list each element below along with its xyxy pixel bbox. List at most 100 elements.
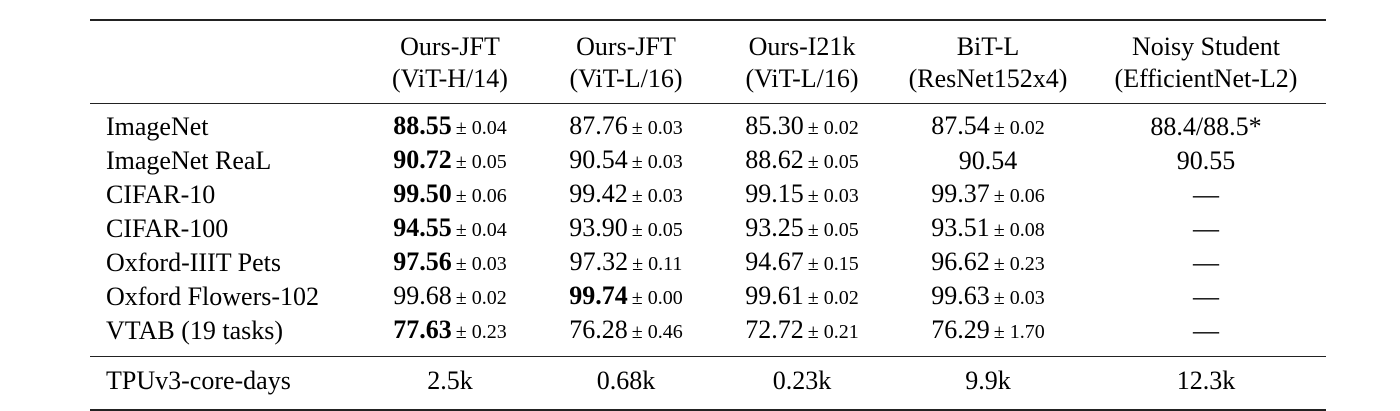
- header-col-1-line1: Ours-JFT: [400, 32, 500, 61]
- std-dev: ± 0.04: [455, 117, 507, 139]
- std-dev: ± 0.05: [455, 151, 507, 173]
- cell-value: —: [1193, 316, 1219, 345]
- cell-value: 87.54: [931, 111, 990, 140]
- row-label: VTAB (19 tasks): [106, 316, 284, 345]
- std-dev: ± 0.06: [993, 185, 1045, 207]
- table-cell: 97.56 ± 0.03: [362, 246, 538, 280]
- cell-value: 99.61: [745, 281, 804, 310]
- table-cell: 72.72 ± 0.21: [714, 314, 890, 357]
- cell-value: 94.67: [745, 247, 804, 276]
- table-cell: 76.28 ± 0.46: [538, 314, 714, 357]
- table-cell: 90.54 ± 0.03: [538, 144, 714, 178]
- cell-value: —: [1193, 214, 1219, 243]
- table-cell: 88.55 ± 0.04: [362, 104, 538, 145]
- table-row: ImageNet ReaL 90.72 ± 0.05 90.54 ± 0.03 88.62…: [90, 144, 1326, 178]
- cell-value: 93.90: [569, 213, 628, 242]
- cell-value: 97.32: [569, 247, 629, 276]
- table-cell: 93.51 ± 0.08: [890, 212, 1086, 246]
- table-cell: 77.63 ± 0.23: [362, 314, 538, 357]
- std-dev: ± 0.06: [455, 185, 507, 207]
- table-cell: 87.76 ± 0.03: [538, 104, 714, 145]
- std-dev: ± 0.02: [993, 117, 1045, 139]
- table-cell: 85.30 ± 0.02: [714, 104, 890, 145]
- table-cell: 88.62 ± 0.05: [714, 144, 890, 178]
- cell-value: 88.62: [745, 145, 804, 174]
- table-cell: 99.61 ± 0.02: [714, 280, 890, 314]
- cell-value: 96.62: [931, 247, 990, 276]
- std-dev: ± 0.15: [807, 253, 859, 275]
- footer-value: 0.68k: [596, 366, 656, 395]
- table-body: ImageNet 88.55 ± 0.04 87.76 ± 0.03 85.30 ± 0.0…: [90, 103, 1326, 357]
- std-dev: ± 0.03: [631, 185, 683, 207]
- cell-value: 99.15: [745, 179, 804, 208]
- table-cell: 99.37 ± 0.06: [890, 178, 1086, 212]
- std-dev: ± 0.11: [632, 253, 683, 275]
- cell-value: 72.72: [745, 315, 804, 344]
- table-cell: —: [1086, 178, 1326, 212]
- header-col-3-line2: (ViT-L/16): [745, 64, 859, 93]
- std-dev: ± 0.03: [631, 151, 683, 173]
- table-cell: 99.74 ± 0.00: [538, 280, 714, 314]
- table-cell: —: [1086, 212, 1326, 246]
- best-value: 99.50: [393, 179, 452, 208]
- std-dev: ± 0.46: [631, 321, 683, 343]
- table-cell: 88.4/88.5*: [1086, 104, 1326, 145]
- std-dev: ± 0.03: [631, 117, 683, 139]
- table-cell: 90.54: [890, 144, 1086, 178]
- table-cell: —: [1086, 314, 1326, 357]
- table-cell: 93.90 ± 0.05: [538, 212, 714, 246]
- cell-value: —: [1193, 282, 1219, 311]
- footer-value: 2.5k: [427, 366, 473, 395]
- table-row: Oxford Flowers-102 99.68 ± 0.02 99.74 ± 0.00…: [90, 280, 1326, 314]
- table-header: Ours-JFT Ours-JFT Ours-I21k BiT-L Noisy …: [90, 20, 1326, 104]
- table-cell: 99.15 ± 0.03: [714, 178, 890, 212]
- cell-value: 99.68: [393, 281, 452, 310]
- table-cell: —: [1086, 280, 1326, 314]
- results-table: Ours-JFT Ours-JFT Ours-I21k BiT-L Noisy …: [90, 19, 1326, 411]
- table-row: Oxford-IIIT Pets 97.56 ± 0.03 97.32 ± 0.11 94…: [90, 246, 1326, 280]
- best-value: 99.74: [569, 281, 628, 310]
- table-cell: 90.72 ± 0.05: [362, 144, 538, 178]
- cell-value: 90.54: [958, 146, 1018, 175]
- std-dev: ± 0.02: [807, 117, 859, 139]
- table-footer: TPUv3-core-days 2.5k 0.68k 0.23k 9.9k 12…: [90, 356, 1326, 410]
- row-label: TPUv3-core-days: [106, 366, 291, 395]
- footer-value: 0.23k: [772, 366, 832, 395]
- table-cell: 87.54 ± 0.02: [890, 104, 1086, 145]
- table-row: VTAB (19 tasks) 77.63 ± 0.23 76.28 ± 0.46 72.…: [90, 314, 1326, 357]
- std-dev: ± 0.02: [455, 287, 507, 309]
- table-row: CIFAR-100 94.55 ± 0.04 93.90 ± 0.05 93.25 ± 0.…: [90, 212, 1326, 246]
- table-row: ImageNet 88.55 ± 0.04 87.76 ± 0.03 85.30 ± 0.0…: [90, 104, 1326, 145]
- best-value: 94.55: [393, 213, 452, 242]
- cell-value: 93.25: [745, 213, 804, 242]
- std-dev: ± 0.08: [993, 219, 1045, 241]
- std-dev: ± 0.05: [807, 151, 859, 173]
- table-cell: 94.55 ± 0.04: [362, 212, 538, 246]
- cell-value: 90.54: [569, 145, 628, 174]
- row-label: ImageNet ReaL: [106, 146, 272, 175]
- header-col-3-line1: Ours-I21k: [748, 32, 856, 61]
- cell-value: 90.55: [1176, 146, 1236, 175]
- std-dev: ± 0.02: [807, 287, 859, 309]
- std-dev: ± 0.03: [455, 253, 507, 275]
- header-col-2-line2: (ViT-L/16): [569, 64, 683, 93]
- header-col-2-line1: Ours-JFT: [576, 32, 676, 61]
- header-empty-cell: [90, 20, 362, 63]
- std-dev: ± 1.70: [993, 321, 1045, 343]
- header-row-1: Ours-JFT Ours-JFT Ours-I21k BiT-L Noisy …: [90, 20, 1326, 63]
- cell-value: 85.30: [745, 111, 804, 140]
- header-col-1-line2: (ViT-H/14): [392, 64, 508, 93]
- table-row: CIFAR-10 99.50 ± 0.06 99.42 ± 0.03 99.15 ± 0.0…: [90, 178, 1326, 212]
- header-row-2: (ViT-H/14) (ViT-L/16) (ViT-L/16) (ResNet…: [90, 63, 1326, 104]
- std-dev: ± 0.21: [807, 321, 859, 343]
- results-table-container: Ours-JFT Ours-JFT Ours-I21k BiT-L Noisy …: [90, 19, 1326, 411]
- best-value: 88.55: [393, 111, 452, 140]
- best-value: 77.63: [393, 315, 452, 344]
- footer-value: 9.9k: [965, 366, 1011, 395]
- cell-value: 99.37: [931, 179, 990, 208]
- table-cell: 90.55: [1086, 144, 1326, 178]
- header-col-5-line2: (EfficientNet-L2): [1114, 64, 1298, 93]
- std-dev: ± 0.05: [631, 219, 683, 241]
- table-cell: 94.67 ± 0.15: [714, 246, 890, 280]
- cell-value: 87.76: [569, 111, 628, 140]
